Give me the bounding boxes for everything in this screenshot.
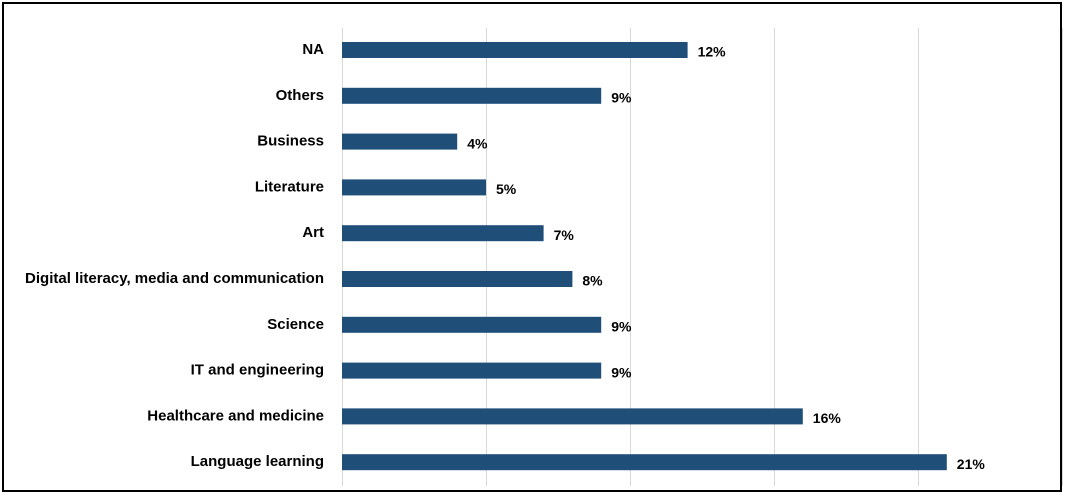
value-label: 7% [554, 227, 575, 243]
bar [342, 42, 688, 58]
category-label: Literature [255, 178, 324, 195]
category-label: IT and engineering [191, 362, 324, 379]
bar [342, 408, 803, 425]
value-label: 4% [467, 135, 488, 151]
value-label: 9% [611, 319, 632, 335]
value-label: 5% [496, 181, 517, 197]
value-label: 8% [582, 273, 603, 289]
value-label: 16% [813, 410, 842, 426]
category-labels: NA Others Business Literature Art Digital lit… [25, 41, 324, 470]
category-label: Language learning [191, 453, 324, 470]
bar [342, 179, 486, 196]
value-label: 9% [611, 90, 632, 106]
value-label: 21% [957, 456, 986, 472]
bar [342, 271, 573, 287]
value-label: 12% [698, 44, 727, 60]
value-labels: 12% 9% 4% 5% 7% 8% 9% 9% 16% 21% [467, 44, 985, 472]
category-label: Digital literacy, media and communicatio… [25, 270, 324, 287]
category-label: Business [257, 133, 324, 150]
bar [342, 225, 544, 242]
category-label: Healthcare and medicine [147, 407, 324, 424]
category-label: Art [302, 224, 324, 241]
category-label: Others [276, 87, 324, 104]
category-label: NA [302, 41, 324, 58]
bar [342, 362, 602, 379]
category-label: Science [267, 316, 324, 333]
bar [342, 454, 947, 471]
value-label: 9% [611, 364, 632, 380]
bar [342, 316, 602, 333]
bars [342, 42, 947, 471]
bar [342, 133, 458, 150]
bar [342, 87, 602, 104]
